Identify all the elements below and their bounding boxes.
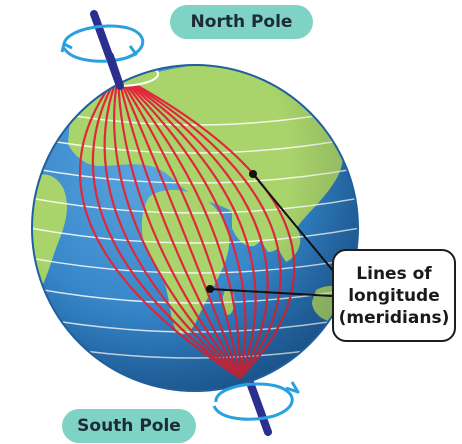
callout-line-2: longitude xyxy=(348,285,440,306)
callout-line-1: Lines of xyxy=(356,263,432,284)
south-arrowhead xyxy=(285,381,300,394)
pointer-dot-upper xyxy=(249,170,257,178)
north-pole-label: North Pole xyxy=(170,5,313,39)
callout-pointers xyxy=(209,173,335,297)
south-pole-label: South Pole xyxy=(62,409,196,443)
rotation-arrow-icon-north xyxy=(60,24,145,63)
meridians-callout: Lines of longitude (meridians) xyxy=(332,249,456,342)
rotation-arrow-icon-south xyxy=(212,381,300,421)
callout-line-3: (meridians) xyxy=(338,307,450,328)
pointer-dot-lower xyxy=(206,285,214,293)
north-arrowhead xyxy=(125,45,138,60)
